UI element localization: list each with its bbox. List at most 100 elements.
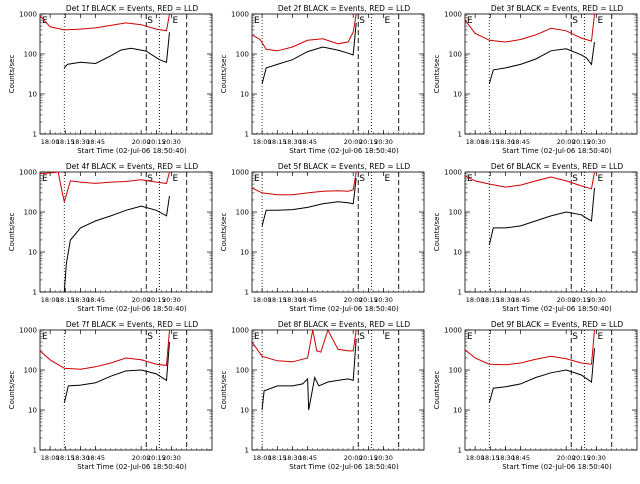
panel-title: Det 8f BLACK = Events, RED = LLD bbox=[278, 320, 411, 329]
x-axis-label: Start Time (02-Jul-06 18:50:40) bbox=[77, 463, 187, 471]
events-series-line bbox=[261, 338, 357, 411]
y-tick-label: 100 bbox=[236, 367, 249, 375]
y-axis-label: Counts/sec bbox=[433, 55, 441, 94]
x-tick-label: 20:15 bbox=[572, 138, 591, 146]
y-tick-label: 100 bbox=[24, 209, 37, 217]
events-series-line bbox=[63, 196, 170, 293]
x-tick-label: 18:45 bbox=[511, 454, 530, 462]
detector-panel-6: Det 6f BLACK = Events, RED = LLD 1 10 100 10… bbox=[433, 162, 638, 313]
x-tick-label: 18:15 bbox=[56, 454, 75, 462]
y-tick-label: 1 bbox=[33, 131, 37, 139]
plot-frame bbox=[464, 171, 638, 293]
x-tick-label: 18:15 bbox=[56, 296, 75, 304]
events-series-line bbox=[488, 187, 595, 246]
x-axis-label: Start Time (02-Jul-06 18:50:40) bbox=[289, 147, 399, 155]
y-tick-label: 10 bbox=[240, 91, 249, 99]
detector-panel-1: Det 1f BLACK = Events, RED = LLD 1 10 100 10… bbox=[8, 4, 213, 155]
detector-panel-8: Det 8f BLACK = Events, RED = LLD 1 10 100 10… bbox=[220, 320, 425, 471]
events-series-line bbox=[63, 341, 170, 404]
plot-frame bbox=[464, 13, 638, 135]
marker-label-corner: E bbox=[467, 332, 473, 342]
y-tick-label: 1 bbox=[245, 131, 249, 139]
y-axis-label: Counts/sec bbox=[433, 371, 441, 410]
lld-series-line bbox=[251, 328, 357, 363]
x-tick-label: 20:15 bbox=[572, 296, 591, 304]
x-tick-label: 20:30 bbox=[587, 296, 606, 304]
x-tick-label: 18:45 bbox=[511, 138, 530, 146]
y-axis-label: Counts/sec bbox=[220, 213, 228, 252]
x-tick-label: 20:00 bbox=[344, 296, 363, 304]
y-tick-label: 1 bbox=[458, 289, 462, 297]
x-tick-label: 20:00 bbox=[132, 296, 151, 304]
detector-panel-5: Det 5f BLACK = Events, RED = LLD 1 10 100 10… bbox=[220, 162, 425, 313]
y-tick-label: 1 bbox=[245, 289, 249, 297]
x-tick-label: 18:15 bbox=[481, 296, 500, 304]
y-tick-label: 1000 bbox=[444, 327, 462, 335]
marker-label-corner: E bbox=[467, 174, 473, 184]
y-tick-label: 10 bbox=[453, 91, 462, 99]
x-tick-label: 18:30 bbox=[283, 454, 302, 462]
lld-series-line bbox=[251, 171, 357, 196]
events-series-line bbox=[261, 22, 357, 84]
y-tick-label: 100 bbox=[24, 51, 37, 59]
detector-panel-9: Det 9f BLACK = Events, RED = LLD 1 10 100 10… bbox=[433, 320, 638, 471]
marker-label-s: S bbox=[359, 332, 365, 342]
panel-title: Det 3f BLACK = Events, RED = LLD bbox=[491, 4, 624, 13]
x-tick-label: 18:00 bbox=[253, 296, 272, 304]
y-tick-label: 100 bbox=[449, 51, 462, 59]
y-tick-label: 1 bbox=[458, 447, 462, 455]
y-tick-label: 100 bbox=[236, 51, 249, 59]
detector-panel-4: Det 4f BLACK = Events, RED = LLD 1 10 100 10… bbox=[8, 162, 213, 313]
marker-label-s: S bbox=[572, 332, 578, 342]
lld-series-line bbox=[464, 329, 595, 366]
y-tick-label: 1 bbox=[33, 447, 37, 455]
x-tick-label: 20:00 bbox=[132, 454, 151, 462]
x-tick-label: 18:30 bbox=[496, 296, 515, 304]
y-tick-label: 1 bbox=[458, 131, 462, 139]
marker-label-s: S bbox=[359, 16, 365, 26]
x-tick-label: 18:30 bbox=[71, 454, 90, 462]
marker-label-e: E bbox=[598, 174, 604, 184]
lld-series-line bbox=[464, 13, 595, 43]
x-tick-label: 20:00 bbox=[344, 138, 363, 146]
x-tick-label: 18:15 bbox=[481, 138, 500, 146]
y-tick-label: 1000 bbox=[444, 11, 462, 19]
x-tick-label: 18:15 bbox=[481, 454, 500, 462]
x-tick-label: 18:30 bbox=[496, 138, 515, 146]
x-tick-label: 20:00 bbox=[557, 454, 576, 462]
y-tick-label: 10 bbox=[240, 407, 249, 415]
x-tick-label: 20:00 bbox=[132, 138, 151, 146]
x-tick-label: 18:15 bbox=[56, 138, 75, 146]
y-tick-label: 1000 bbox=[444, 169, 462, 177]
x-tick-label: 18:00 bbox=[41, 454, 60, 462]
x-tick-label: 18:30 bbox=[496, 454, 515, 462]
y-tick-label: 1000 bbox=[19, 11, 37, 19]
panel-title: Det 9f BLACK = Events, RED = LLD bbox=[491, 320, 624, 329]
y-axis-label: Counts/sec bbox=[8, 371, 16, 410]
plot-frame bbox=[251, 329, 425, 451]
x-tick-label: 20:15 bbox=[359, 138, 378, 146]
x-tick-label: 20:30 bbox=[162, 296, 181, 304]
y-tick-label: 100 bbox=[236, 209, 249, 217]
y-tick-label: 100 bbox=[449, 367, 462, 375]
panel-title: Det 1f BLACK = Events, RED = LLD bbox=[66, 4, 199, 13]
lld-series-line bbox=[39, 329, 170, 370]
y-tick-label: 100 bbox=[24, 367, 37, 375]
x-axis-label: Start Time (02-Jul-06 18:50:40) bbox=[502, 147, 612, 155]
x-tick-label: 20:30 bbox=[374, 296, 393, 304]
x-tick-label: 20:30 bbox=[162, 138, 181, 146]
x-tick-label: 18:30 bbox=[283, 138, 302, 146]
lld-series-line bbox=[39, 171, 170, 202]
x-axis-label: Start Time (02-Jul-06 18:50:40) bbox=[502, 305, 612, 313]
marker-label-s: S bbox=[359, 174, 365, 184]
x-tick-label: 20:15 bbox=[147, 454, 166, 462]
marker-label-e: E bbox=[385, 16, 391, 26]
marker-label-e: E bbox=[385, 174, 391, 184]
marker-label-s: S bbox=[572, 174, 578, 184]
x-tick-label: 18:00 bbox=[466, 138, 485, 146]
y-tick-label: 10 bbox=[240, 249, 249, 257]
panel-title: Det 2f BLACK = Events, RED = LLD bbox=[278, 4, 411, 13]
x-tick-label: 20:30 bbox=[162, 454, 181, 462]
y-axis-label: Counts/sec bbox=[8, 213, 16, 252]
